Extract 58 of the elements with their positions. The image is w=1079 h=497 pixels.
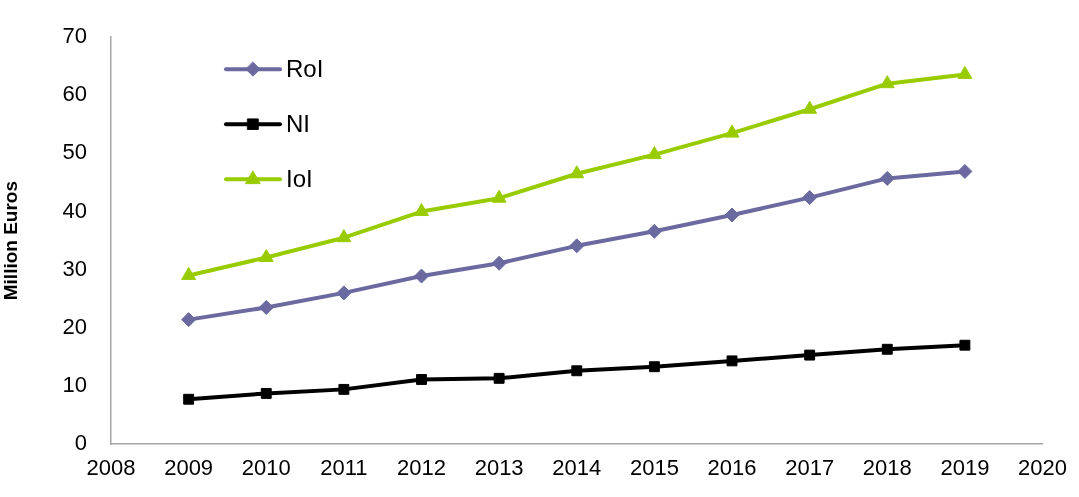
y-tick-label: 40 [62, 197, 87, 223]
point [258, 299, 274, 315]
point [648, 361, 660, 373]
x-tick-label: 2009 [164, 455, 214, 481]
point [802, 100, 818, 114]
legend-label: IoI [286, 164, 313, 192]
point [646, 146, 662, 160]
point [959, 339, 971, 351]
point [258, 248, 274, 262]
y-tick-label: 70 [62, 23, 87, 49]
point [957, 65, 973, 79]
x-tick-label: 2017 [785, 455, 835, 481]
point [879, 75, 895, 89]
x-tick-label: 2013 [474, 455, 524, 481]
point [491, 189, 507, 203]
point [802, 190, 818, 206]
point [338, 383, 350, 395]
x-tick-label: 2019 [940, 455, 990, 481]
x-tick-label: 2016 [707, 455, 757, 481]
point [491, 255, 507, 271]
point [957, 163, 973, 179]
point [724, 207, 740, 223]
point [881, 343, 893, 355]
point [416, 374, 427, 385]
x-tick-label: 2014 [552, 455, 602, 481]
point [181, 312, 197, 328]
y-tick-label: 10 [62, 371, 87, 397]
point [414, 268, 430, 284]
point [726, 355, 738, 367]
y-tick-label: 20 [62, 313, 87, 339]
y-tick-label: 50 [62, 139, 87, 165]
x-tick-label: 2012 [397, 455, 446, 481]
point [569, 165, 585, 179]
legend-label: RoI [286, 54, 324, 82]
point [336, 229, 352, 243]
point [569, 238, 585, 254]
point [493, 372, 505, 384]
point [183, 393, 195, 405]
x-tick-label: 2010 [241, 455, 291, 481]
x-tick-label: 2008 [86, 455, 136, 481]
point [804, 349, 816, 361]
x-tick-label: 2018 [862, 455, 912, 481]
y-tick-label: 60 [62, 81, 87, 107]
point [414, 203, 429, 217]
point [181, 266, 197, 280]
y-tick-label: 30 [62, 255, 87, 281]
legend-label: NI [286, 109, 310, 137]
x-tick-label: 2015 [629, 455, 679, 481]
point [646, 223, 662, 239]
point [571, 365, 583, 377]
point [336, 285, 352, 301]
point [724, 124, 740, 138]
y-axis-title: Million Euros [0, 180, 21, 301]
x-tick-label: 2020 [1018, 455, 1068, 481]
point [260, 387, 272, 399]
x-tick-label: 2011 [320, 455, 368, 481]
y-tick-label: 0 [74, 430, 87, 456]
point [879, 170, 895, 186]
